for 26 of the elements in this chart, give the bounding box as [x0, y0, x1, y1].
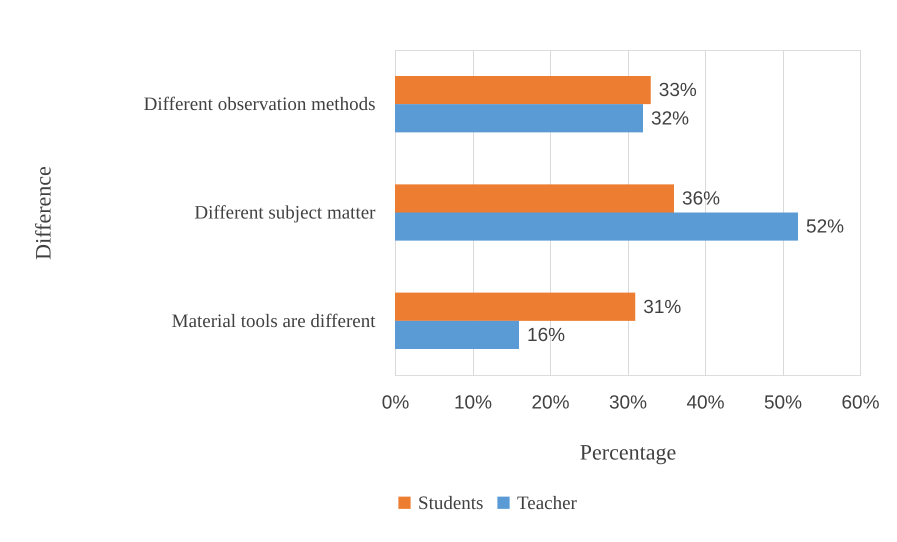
x-tick-label: 30% [608, 392, 648, 414]
y-tick-label: Material tools are different [172, 310, 376, 332]
bar [395, 76, 651, 104]
x-tick-label: 10% [454, 392, 492, 414]
y-tick-label: Different subject matter [194, 202, 376, 224]
bar [395, 184, 674, 212]
data-label: 16% [527, 324, 566, 346]
bar [395, 212, 798, 241]
y-tick-label: Different observation methods [144, 94, 376, 116]
x-tick-label: 0% [382, 392, 410, 414]
x-tick-label: 20% [531, 392, 570, 414]
data-label: 52% [806, 216, 844, 238]
legend-label: Students [418, 492, 484, 514]
x-tick-label: 50% [764, 392, 802, 414]
bar [395, 104, 643, 132]
data-label: 33% [658, 80, 697, 102]
x-tick-label: 40% [686, 392, 725, 414]
data-label: 31% [643, 296, 682, 318]
y-axis-title: Difference [30, 166, 56, 260]
data-label: 32% [651, 108, 690, 130]
bar [395, 320, 519, 349]
data-label: 36% [682, 188, 720, 210]
x-axis-title: Percentage [580, 440, 676, 464]
legend-label: Teacher [517, 492, 578, 514]
x-tick-label: 60% [841, 392, 880, 414]
bar [395, 292, 636, 321]
